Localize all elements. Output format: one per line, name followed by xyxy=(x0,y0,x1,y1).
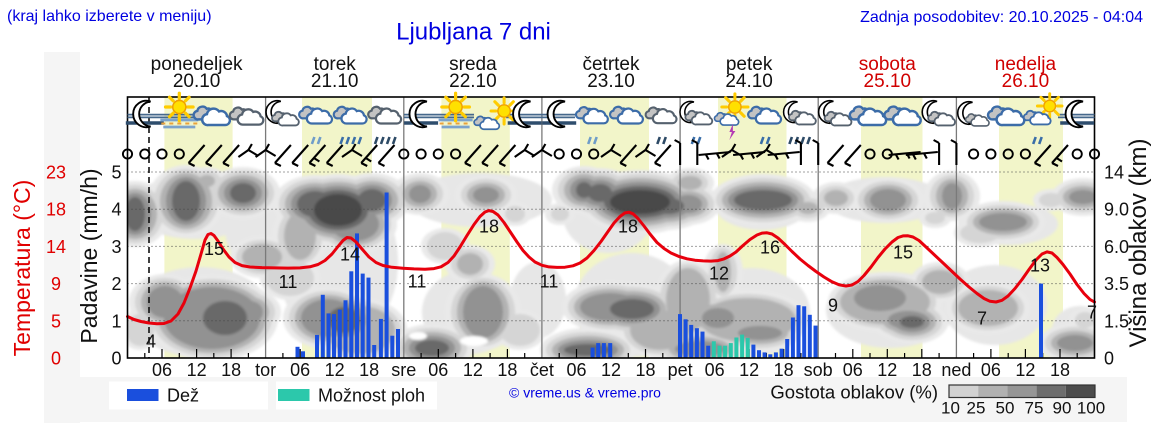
svg-text:6.0: 6.0 xyxy=(1104,237,1129,257)
svg-text:26.10: 26.10 xyxy=(1002,71,1050,92)
svg-text:18: 18 xyxy=(618,217,638,237)
svg-text:4: 4 xyxy=(146,332,156,352)
svg-text:Možnost ploh: Možnost ploh xyxy=(318,386,425,406)
svg-text:četrtek: četrtek xyxy=(582,54,640,75)
svg-text:06: 06 xyxy=(428,360,448,380)
svg-text:18: 18 xyxy=(912,360,932,380)
svg-text:06: 06 xyxy=(705,360,725,380)
svg-text:Ljubljana 7 dni: Ljubljana 7 dni xyxy=(396,19,551,46)
svg-text:06: 06 xyxy=(981,360,1001,380)
svg-text:25.10: 25.10 xyxy=(864,71,912,92)
svg-text:21.10: 21.10 xyxy=(311,71,359,92)
svg-text:sobota: sobota xyxy=(859,54,916,75)
svg-text:18: 18 xyxy=(1050,360,1070,380)
svg-text:12: 12 xyxy=(463,360,483,380)
svg-text:Zadnja posodobitev: 20.10.2025: Zadnja posodobitev: 20.10.2025 - 04:04 xyxy=(860,9,1143,26)
svg-text:12: 12 xyxy=(739,360,759,380)
svg-text:24.10: 24.10 xyxy=(725,71,773,92)
svg-text:pet: pet xyxy=(668,360,693,380)
svg-text:06: 06 xyxy=(566,360,586,380)
svg-text:2: 2 xyxy=(111,274,121,294)
svg-text:petek: petek xyxy=(726,54,773,75)
svg-text:(kraj lahko izberete v meniju): (kraj lahko izberete v meniju) xyxy=(7,8,212,25)
svg-text:18: 18 xyxy=(359,360,379,380)
svg-text:9: 9 xyxy=(828,296,838,316)
svg-text:torek: torek xyxy=(314,54,357,75)
svg-text:Temperatura (°C): Temperatura (°C) xyxy=(9,180,35,357)
svg-text:18: 18 xyxy=(497,360,517,380)
svg-text:1.5: 1.5 xyxy=(1104,311,1129,331)
svg-text:Padavine (mm/h): Padavine (mm/h) xyxy=(76,168,102,343)
svg-text:23.10: 23.10 xyxy=(587,71,635,92)
svg-text:18: 18 xyxy=(46,200,66,220)
svg-text:1: 1 xyxy=(111,311,121,331)
svg-text:11: 11 xyxy=(408,272,427,292)
svg-text:18: 18 xyxy=(479,217,499,237)
svg-text:12: 12 xyxy=(709,264,729,284)
svg-text:06: 06 xyxy=(152,360,172,380)
svg-text:11: 11 xyxy=(540,272,559,292)
svg-text:06: 06 xyxy=(290,360,310,380)
svg-text:čet: čet xyxy=(530,360,554,380)
svg-text:18: 18 xyxy=(774,360,794,380)
svg-text:3.5: 3.5 xyxy=(1104,274,1129,294)
svg-text:14: 14 xyxy=(340,245,360,265)
svg-text:18: 18 xyxy=(221,360,241,380)
svg-text:9: 9 xyxy=(51,274,61,294)
svg-text:22.10: 22.10 xyxy=(449,71,497,92)
svg-text:sob: sob xyxy=(804,360,833,380)
svg-text:5: 5 xyxy=(111,163,121,183)
svg-text:Višina oblakov (km): Višina oblakov (km) xyxy=(1125,139,1152,348)
svg-text:5: 5 xyxy=(51,311,61,331)
svg-text:3: 3 xyxy=(111,237,121,257)
svg-text:0: 0 xyxy=(1104,349,1114,369)
svg-text:12: 12 xyxy=(601,360,621,380)
svg-text:4: 4 xyxy=(111,200,121,220)
svg-text:15: 15 xyxy=(893,243,913,263)
svg-text:sreda: sreda xyxy=(449,54,497,75)
svg-text:14: 14 xyxy=(46,237,66,257)
svg-text:9.0: 9.0 xyxy=(1104,200,1129,220)
svg-text:7: 7 xyxy=(977,309,987,329)
svg-text:20.10: 20.10 xyxy=(173,71,221,92)
svg-text:12: 12 xyxy=(877,360,897,380)
svg-text:12: 12 xyxy=(1015,360,1035,380)
svg-text:ned: ned xyxy=(941,360,971,380)
svg-text:Dež: Dež xyxy=(167,386,199,406)
svg-text:75: 75 xyxy=(1025,399,1044,418)
svg-text:50: 50 xyxy=(996,399,1015,418)
svg-text:ponedeljek: ponedeljek xyxy=(151,54,243,75)
svg-text:12: 12 xyxy=(187,360,207,380)
svg-text:90: 90 xyxy=(1053,399,1072,418)
svg-text:7: 7 xyxy=(1087,303,1097,323)
svg-text:0: 0 xyxy=(51,349,61,369)
svg-text:06: 06 xyxy=(843,360,863,380)
svg-text:16: 16 xyxy=(760,238,780,258)
svg-text:tor: tor xyxy=(255,360,276,380)
svg-text:18: 18 xyxy=(635,360,655,380)
svg-text:11: 11 xyxy=(279,272,298,292)
svg-text:sre: sre xyxy=(391,360,416,380)
svg-text:23: 23 xyxy=(46,163,66,183)
svg-text:10: 10 xyxy=(941,399,960,418)
svg-text:Gostota oblakov (%): Gostota oblakov (%) xyxy=(770,382,938,403)
svg-text:25: 25 xyxy=(967,399,986,418)
svg-text:12: 12 xyxy=(325,360,345,380)
svg-text:13: 13 xyxy=(1030,256,1050,276)
svg-text:14: 14 xyxy=(1104,163,1124,183)
svg-text:© vreme.us & vreme.pro: © vreme.us & vreme.pro xyxy=(509,385,661,401)
svg-text:nedelja: nedelja xyxy=(995,54,1057,75)
svg-text:15: 15 xyxy=(204,239,224,259)
svg-text:100: 100 xyxy=(1077,399,1105,418)
svg-text:0: 0 xyxy=(111,349,121,369)
